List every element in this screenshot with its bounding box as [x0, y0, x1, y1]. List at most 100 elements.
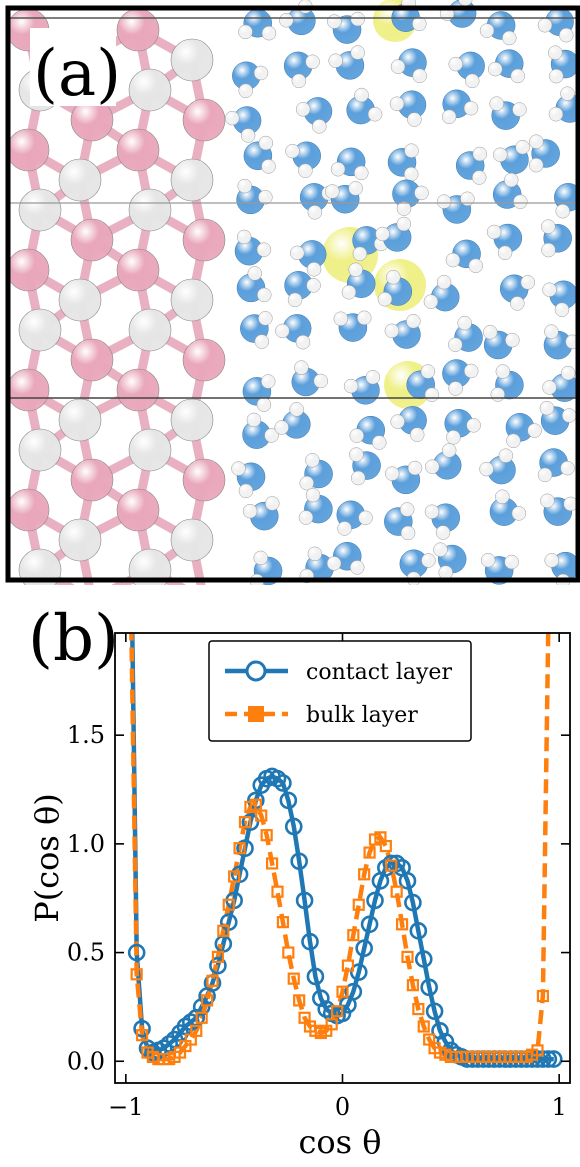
water-hydrogen	[457, 315, 472, 331]
water-hydrogen	[330, 161, 346, 177]
data-point-contact	[274, 774, 292, 792]
water-hydrogen	[386, 270, 401, 285]
water-hydrogen	[560, 365, 576, 381]
water-hydrogen	[542, 282, 557, 298]
data-point-contact	[127, 943, 146, 962]
data-point-bulk	[379, 839, 392, 853]
water-hydrogen	[423, 294, 439, 309]
water-hydrogen	[242, 503, 258, 519]
water-hydrogen	[327, 14, 342, 29]
substrate-atom-white	[128, 308, 172, 352]
y-tick-label: 0.0	[67, 1047, 105, 1075]
water-hydrogen	[375, 226, 390, 242]
substrate-atom-white	[58, 158, 102, 202]
substrate-atom-white	[58, 278, 102, 322]
panel-a: (a)	[5, 0, 580, 605]
substrate-atom-pink	[6, 368, 50, 412]
water-hydrogen	[305, 54, 320, 70]
water-hydrogen	[333, 311, 349, 326]
water-hydrogen	[325, 184, 340, 199]
data-point-bulk	[228, 870, 241, 883]
water-hydrogen	[424, 387, 440, 402]
data-point-bulk	[195, 1011, 208, 1024]
data-point-bulk	[325, 1018, 338, 1031]
water-hydrogen	[438, 565, 453, 580]
water-hydrogen	[537, 17, 553, 33]
water-hydrogen	[403, 166, 419, 182]
water-hydrogen	[512, 102, 527, 117]
water-hydrogen	[528, 157, 544, 173]
water-hydrogen	[463, 100, 479, 116]
water-hydrogen	[349, 428, 365, 443]
water-hydrogen	[407, 112, 422, 127]
water-hydrogen	[396, 216, 412, 232]
data-point-contact	[349, 963, 368, 981]
substrate-atom-pink	[116, 248, 160, 292]
water-hydrogen	[238, 83, 253, 99]
water-hydrogen	[489, 96, 504, 111]
water-hydrogen	[367, 107, 383, 122]
water-hydrogen	[285, 143, 300, 159]
water-hydrogen	[559, 27, 574, 43]
water-hydrogen	[350, 470, 366, 486]
substrate-atom-pink	[6, 488, 50, 532]
panel-a-label-bg	[30, 28, 116, 106]
water-hydrogen	[498, 448, 514, 463]
water-hydrogen	[441, 443, 457, 458]
data-point-bulk	[206, 974, 219, 987]
water-hydrogen	[471, 170, 487, 185]
data-point-contact	[295, 891, 314, 910]
data-point-bulk	[190, 1024, 203, 1037]
water-hydrogen	[231, 461, 246, 476]
water-hydrogen	[541, 242, 556, 258]
water-hydrogen	[396, 201, 412, 216]
water-hydrogen	[488, 61, 503, 77]
substrate-atom-pink	[116, 8, 160, 52]
water-hydrogen	[279, 13, 294, 28]
substrate-atom-pink	[70, 218, 114, 262]
x-tick-label: 0	[335, 1093, 350, 1121]
data-point-bulk	[330, 1005, 344, 1018]
data-point-bulk	[260, 829, 273, 842]
water-hydrogen	[306, 278, 321, 293]
water-hydrogen	[548, 45, 563, 60]
substrate-atom-pink	[182, 98, 226, 142]
data-point-contact	[398, 872, 417, 890]
data-point-contact	[544, 1050, 563, 1068]
data-point-contact	[279, 791, 298, 810]
water-hydrogen	[258, 311, 273, 326]
data-point-bulk	[126, 621, 136, 631]
data-point-contact	[241, 813, 260, 831]
data-point-contact	[344, 982, 363, 1001]
substrate-atom-white	[170, 398, 214, 442]
water-hydrogen	[400, 525, 416, 541]
water-hydrogen	[312, 119, 327, 134]
water-hydrogen	[348, 181, 363, 196]
data-point-bulk	[293, 994, 306, 1007]
water-hydrogen	[357, 310, 372, 326]
water-hydrogen	[305, 453, 320, 468]
water-hydrogen	[420, 364, 436, 379]
data-point-contact	[306, 967, 325, 986]
substrate-atom-white	[170, 158, 214, 202]
water-hydrogen	[254, 334, 270, 349]
water-hydrogen	[306, 262, 322, 277]
y-tick-label: 1.5	[67, 721, 105, 749]
data-point-bulk	[200, 994, 214, 1007]
water-hydrogen	[247, 266, 263, 281]
panel-b: (b) −1 0 1 0.0 0.5 1.0 1.5 contact layer bulk …	[0, 585, 580, 1163]
water-hydrogen	[504, 554, 519, 570]
data-point-bulk	[543, 621, 553, 631]
water-hydrogen	[246, 412, 262, 428]
data-point-bulk	[287, 972, 300, 985]
water-hydrogen	[435, 525, 451, 540]
water-hydrogen	[264, 428, 279, 443]
water-hydrogen	[436, 194, 452, 209]
data-point-bulk	[282, 946, 295, 959]
water-hydrogen	[561, 408, 577, 423]
water-hydrogen	[520, 275, 536, 290]
water-hydrogen	[446, 430, 461, 445]
water-hydrogen	[527, 423, 542, 438]
water-hydrogen	[253, 65, 269, 81]
substrate-atom-white	[18, 188, 62, 232]
